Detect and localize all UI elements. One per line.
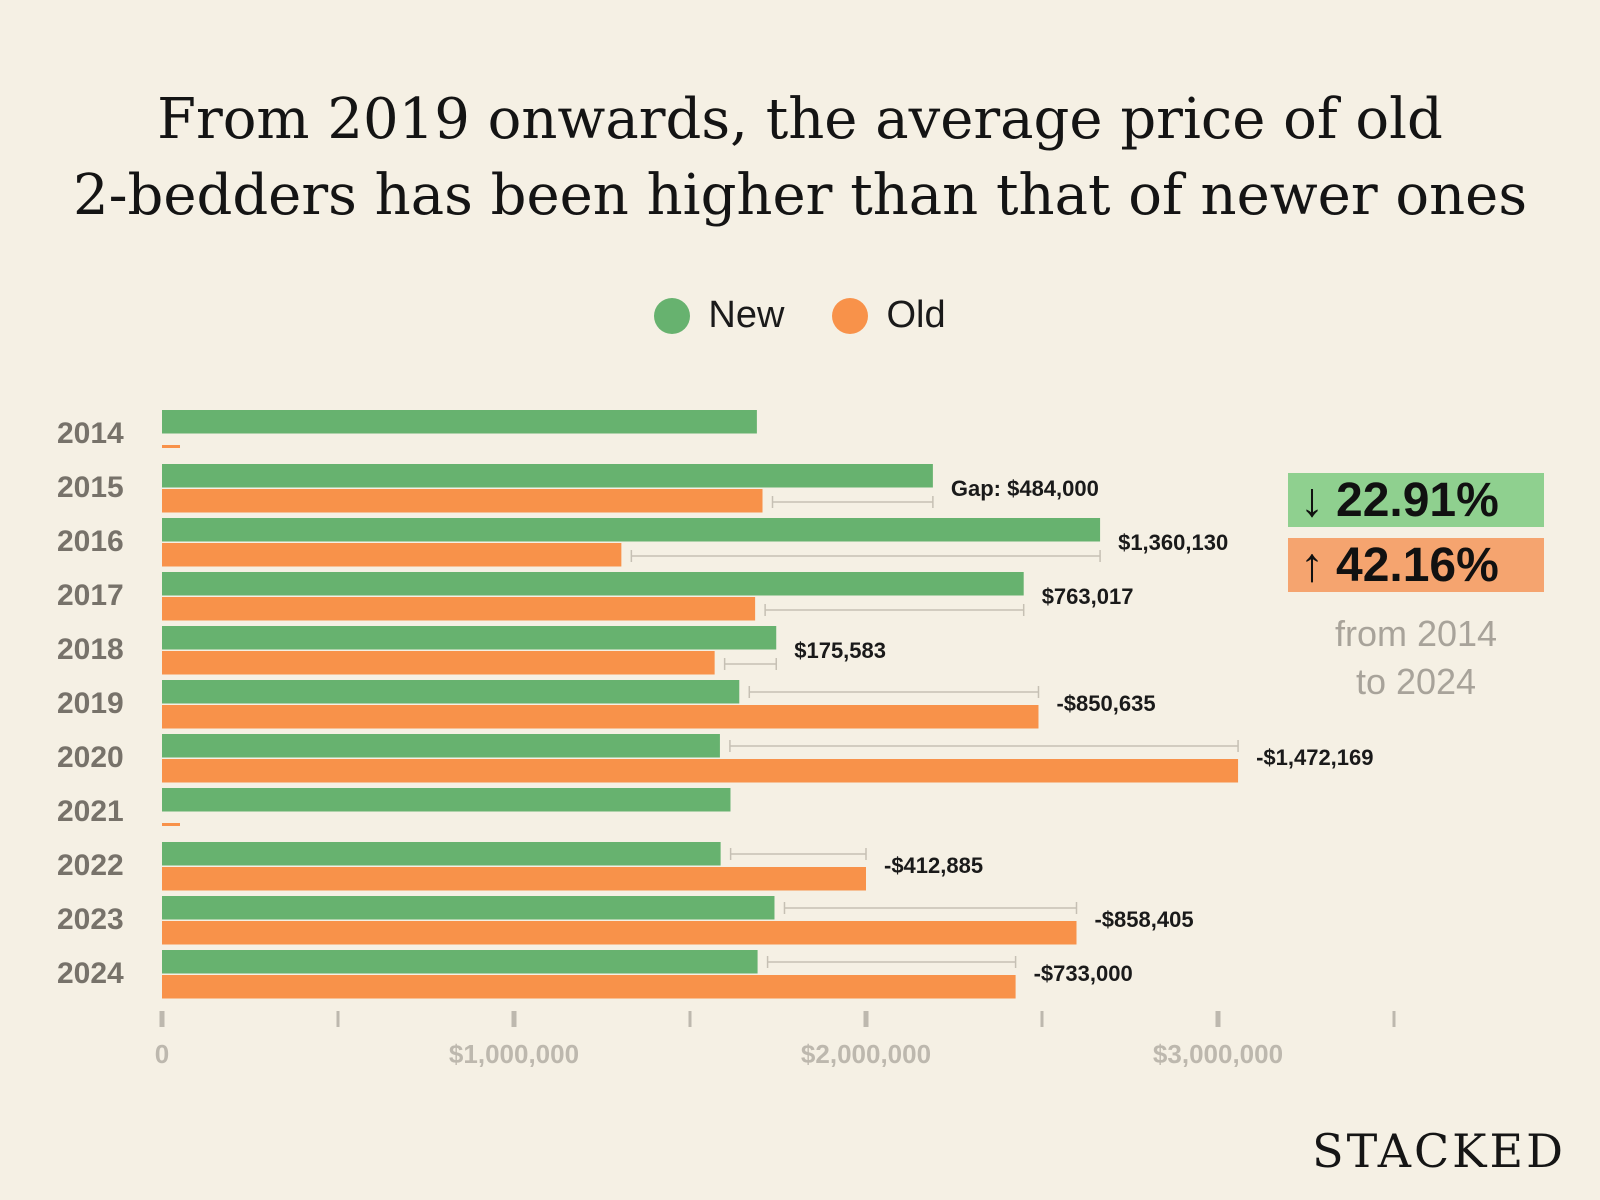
- year-label: 2023: [57, 903, 124, 936]
- bar-new-2020: [162, 734, 720, 758]
- bar-new-2014: [162, 410, 757, 434]
- gap-label: -$733,000: [1034, 961, 1133, 986]
- bar-new-2021: [162, 788, 731, 812]
- year-label: 2016: [57, 525, 124, 558]
- x-tick-label: 0: [155, 1039, 169, 1069]
- year-label: 2017: [57, 579, 124, 612]
- legend-label-new: New: [708, 294, 785, 336]
- x-tick-label: $2,000,000: [801, 1039, 931, 1069]
- bar-old-2014: [162, 445, 180, 448]
- decrease-value: 22.91%: [1336, 473, 1499, 527]
- gap-label: -$412,885: [884, 853, 983, 878]
- gap-label: $763,017: [1042, 584, 1134, 609]
- gap-label: -$858,405: [1094, 907, 1193, 932]
- chart-title-line-1: From 2019 onwards, the average price of …: [157, 87, 1443, 152]
- x-tick-label: $1,000,000: [449, 1039, 579, 1069]
- brand-logo: STACKED: [1312, 1124, 1566, 1178]
- bar-old-2016: [162, 543, 622, 567]
- legend: New Old: [0, 294, 1600, 337]
- year-label: 2014: [57, 417, 124, 450]
- bar-new-2016: [162, 518, 1101, 542]
- gap-label: -$1,472,169: [1256, 745, 1373, 770]
- increase-value: 42.16%: [1336, 538, 1499, 592]
- legend-label-old: Old: [886, 294, 946, 336]
- increase-callout: ↑ 42.16%: [1288, 538, 1544, 592]
- arrow-up-icon: ↑: [1300, 538, 1324, 592]
- bar-new-2022: [162, 842, 721, 866]
- bar-old-2015: [162, 489, 763, 513]
- year-label: 2019: [57, 687, 124, 720]
- bar-new-2015: [162, 464, 933, 488]
- bar-new-2019: [162, 680, 740, 704]
- year-label: 2024: [57, 957, 124, 990]
- bar-new-2017: [162, 572, 1024, 596]
- legend-item-new: New: [654, 294, 784, 337]
- bar-new-2018: [162, 626, 777, 650]
- bar-old-2017: [162, 597, 756, 621]
- chart-title: From 2019 onwards, the average price of …: [0, 82, 1600, 234]
- legend-item-old: Old: [832, 294, 946, 337]
- bar-old-2019: [162, 705, 1039, 729]
- year-label: 2015: [57, 471, 124, 504]
- bar-old-2018: [162, 651, 715, 675]
- bar-old-2022: [162, 867, 866, 891]
- x-tick-label: $3,000,000: [1153, 1039, 1283, 1069]
- year-label: 2018: [57, 633, 124, 666]
- gap-label: $1,360,130: [1118, 530, 1228, 555]
- legend-swatch-old: [832, 297, 869, 334]
- legend-swatch-new: [654, 297, 691, 334]
- decrease-callout: ↓ 22.91%: [1288, 473, 1544, 527]
- bar-new-2024: [162, 950, 758, 974]
- arrow-down-icon: ↓: [1300, 473, 1324, 527]
- bar-old-2021: [162, 823, 180, 826]
- year-label: 2022: [57, 849, 124, 882]
- gap-label: Gap: $484,000: [951, 476, 1099, 501]
- gap-label: -$850,635: [1056, 691, 1155, 716]
- bar-old-2023: [162, 921, 1077, 945]
- callout-caption-line-1: from 2014: [1334, 613, 1498, 654]
- chart-title-line-2: 2-bedders has been higher than that of n…: [72, 163, 1528, 228]
- bar-old-2024: [162, 975, 1016, 999]
- callout-caption-line-2: to 2024: [1355, 661, 1477, 702]
- bar-old-2020: [162, 759, 1239, 783]
- year-label: 2020: [57, 741, 124, 774]
- gap-label: $175,583: [794, 638, 886, 663]
- callout-caption: from 2014 to 2024: [1288, 610, 1544, 706]
- bar-new-2023: [162, 896, 775, 920]
- year-label: 2021: [57, 795, 124, 828]
